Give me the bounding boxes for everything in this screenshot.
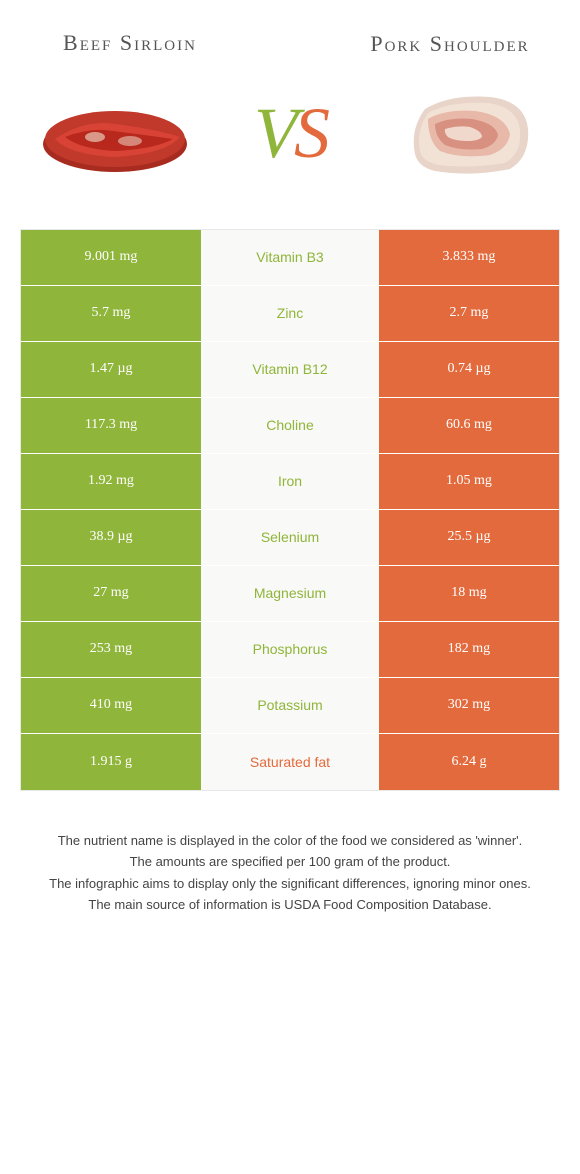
table-row: 410 mg Potassium 302 mg — [21, 678, 559, 734]
value-right: 302 mg — [379, 678, 559, 733]
footer-line: The main source of information is USDA F… — [40, 895, 540, 915]
table-row: 38.9 µg Selenium 25.5 µg — [21, 510, 559, 566]
table-row: 5.7 mg Zinc 2.7 mg — [21, 286, 559, 342]
value-left: 5.7 mg — [21, 286, 201, 341]
table-row: 1.47 µg Vitamin B12 0.74 µg — [21, 342, 559, 398]
value-right: 25.5 µg — [379, 510, 559, 565]
footer-notes: The nutrient name is displayed in the co… — [0, 791, 580, 915]
value-right: 0.74 µg — [379, 342, 559, 397]
value-left: 117.3 mg — [21, 398, 201, 453]
nutrient-name: Phosphorus — [201, 622, 379, 677]
nutrient-name: Choline — [201, 398, 379, 453]
comparison-table: 9.001 mg Vitamin B3 3.833 mg 5.7 mg Zinc… — [20, 229, 560, 791]
vs-label: VS — [254, 92, 326, 175]
value-left: 38.9 µg — [21, 510, 201, 565]
value-right: 1.05 mg — [379, 454, 559, 509]
value-right: 18 mg — [379, 566, 559, 621]
value-left: 253 mg — [21, 622, 201, 677]
nutrient-name: Iron — [201, 454, 379, 509]
value-left: 27 mg — [21, 566, 201, 621]
beef-image — [30, 79, 200, 189]
value-right: 2.7 mg — [379, 286, 559, 341]
table-row: 1.92 mg Iron 1.05 mg — [21, 454, 559, 510]
value-left: 1.47 µg — [21, 342, 201, 397]
value-left: 1.92 mg — [21, 454, 201, 509]
table-row: 1.915 g Saturated fat 6.24 g — [21, 734, 559, 790]
vs-v: V — [254, 93, 294, 173]
footer-line: The infographic aims to display only the… — [40, 874, 540, 894]
vs-s: S — [294, 93, 326, 173]
value-right: 60.6 mg — [379, 398, 559, 453]
value-left: 9.001 mg — [21, 230, 201, 285]
nutrient-name: Saturated fat — [201, 734, 379, 790]
value-left: 1.915 g — [21, 734, 201, 790]
pork-image — [380, 79, 550, 189]
nutrient-name: Selenium — [201, 510, 379, 565]
value-left: 410 mg — [21, 678, 201, 733]
footer-line: The amounts are specified per 100 gram o… — [40, 852, 540, 872]
title-left: Beef Sirloin — [30, 30, 230, 56]
nutrient-name: Zinc — [201, 286, 379, 341]
value-right: 6.24 g — [379, 734, 559, 790]
nutrient-name: Potassium — [201, 678, 379, 733]
nutrient-name: Vitamin B3 — [201, 230, 379, 285]
table-row: 9.001 mg Vitamin B3 3.833 mg — [21, 230, 559, 286]
table-row: 117.3 mg Choline 60.6 mg — [21, 398, 559, 454]
nutrient-name: Magnesium — [201, 566, 379, 621]
value-right: 3.833 mg — [379, 230, 559, 285]
table-row: 253 mg Phosphorus 182 mg — [21, 622, 559, 678]
nutrient-name: Vitamin B12 — [201, 342, 379, 397]
title-right: Pork Shoulder — [350, 30, 550, 59]
value-right: 182 mg — [379, 622, 559, 677]
table-row: 27 mg Magnesium 18 mg — [21, 566, 559, 622]
footer-line: The nutrient name is displayed in the co… — [40, 831, 540, 851]
